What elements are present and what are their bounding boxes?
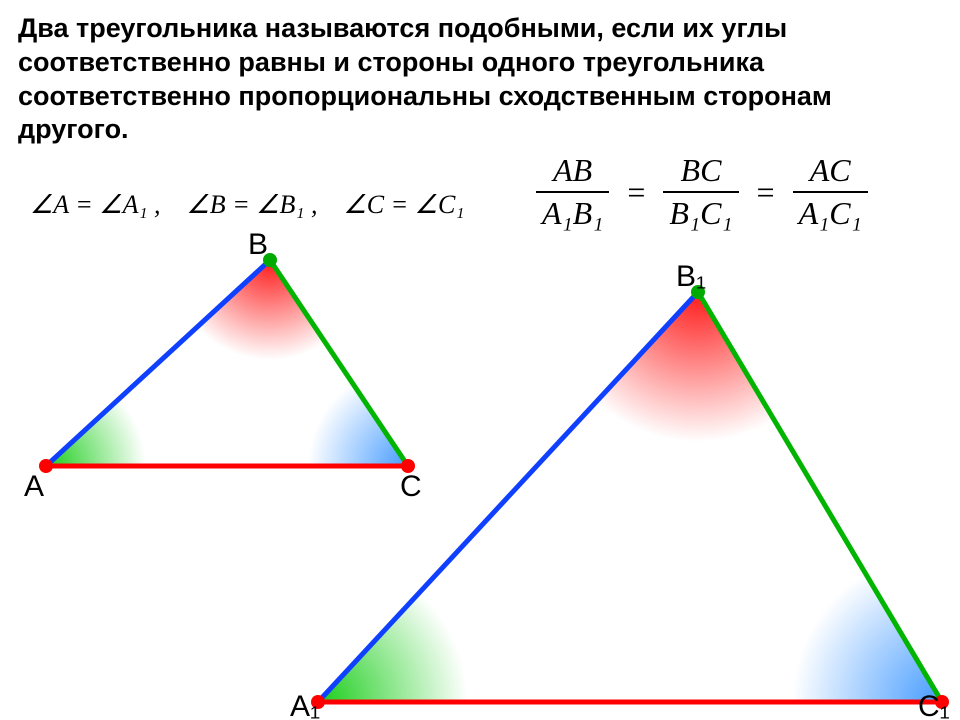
small-triangle-angle-fills [0,160,508,566]
label-B: B [248,228,268,262]
small-side-AB [46,260,270,466]
large-triangle-angle-fills [168,142,960,720]
label-A1: A₁ [290,690,320,720]
slide-container: { "definition_text": "Два треугольника н… [0,0,960,720]
large-side-A1B1 [318,292,698,702]
label-C1: C₁ [918,690,950,720]
triangles-diagram [0,0,960,720]
label-A: A [24,470,44,504]
label-C: C [400,470,422,504]
label-B1: B₁ [676,260,706,294]
